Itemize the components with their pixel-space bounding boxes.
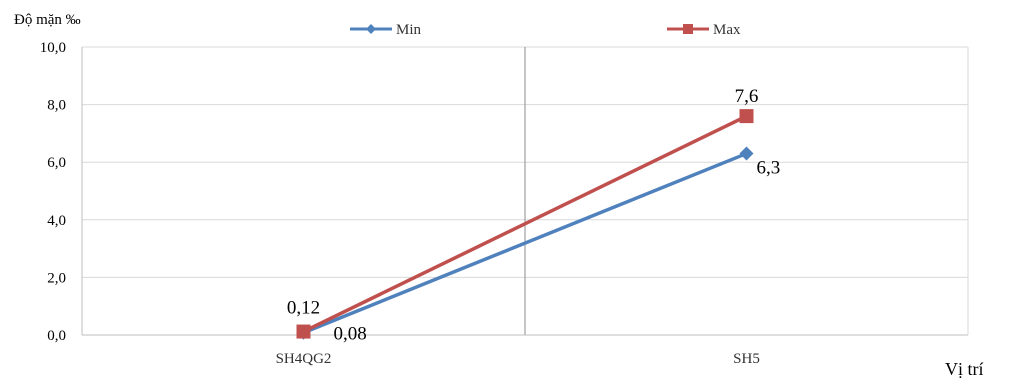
data-label-max: 0,12 (287, 298, 320, 319)
y-axis-title: Độ mặn ‰ (14, 12, 81, 28)
data-label-min: 0,08 (334, 324, 367, 345)
y-tick-label: 6,0 (47, 155, 66, 171)
y-tick-label: 4,0 (47, 213, 66, 229)
data-point-max (739, 109, 754, 124)
x-tick-label: SH5 (733, 351, 760, 367)
y-tick-label: 0,0 (47, 328, 66, 344)
legend-label-max: Max (713, 22, 741, 38)
axis-layer: 0,0 2,0 4,0 6,0 8,0 10,0 SH4QG2 SH5 (40, 40, 968, 367)
data-label-min: 6,3 (757, 158, 781, 179)
y-tick-label: 8,0 (47, 98, 66, 114)
x-axis-title: Vị trí (945, 359, 984, 379)
y-tick-label: 10,0 (40, 40, 66, 56)
legend-marker-max (683, 24, 693, 34)
y-tick-label: 2,0 (47, 270, 66, 286)
series-layer (296, 109, 754, 340)
series-line-min (302, 151, 748, 335)
grid-layer (81, 46, 969, 336)
legend-marker-min (366, 24, 376, 34)
data-point-min (739, 146, 754, 161)
label-layer: 0,08 6,3 0,12 7,6 (287, 86, 780, 345)
data-point-max (296, 324, 311, 339)
series-line-max (302, 114, 748, 334)
data-label-max: 7,6 (735, 86, 759, 107)
legend-label-min: Min (396, 22, 422, 38)
legend: Min Max (350, 22, 741, 38)
x-tick-label: SH4QG2 (276, 351, 332, 367)
